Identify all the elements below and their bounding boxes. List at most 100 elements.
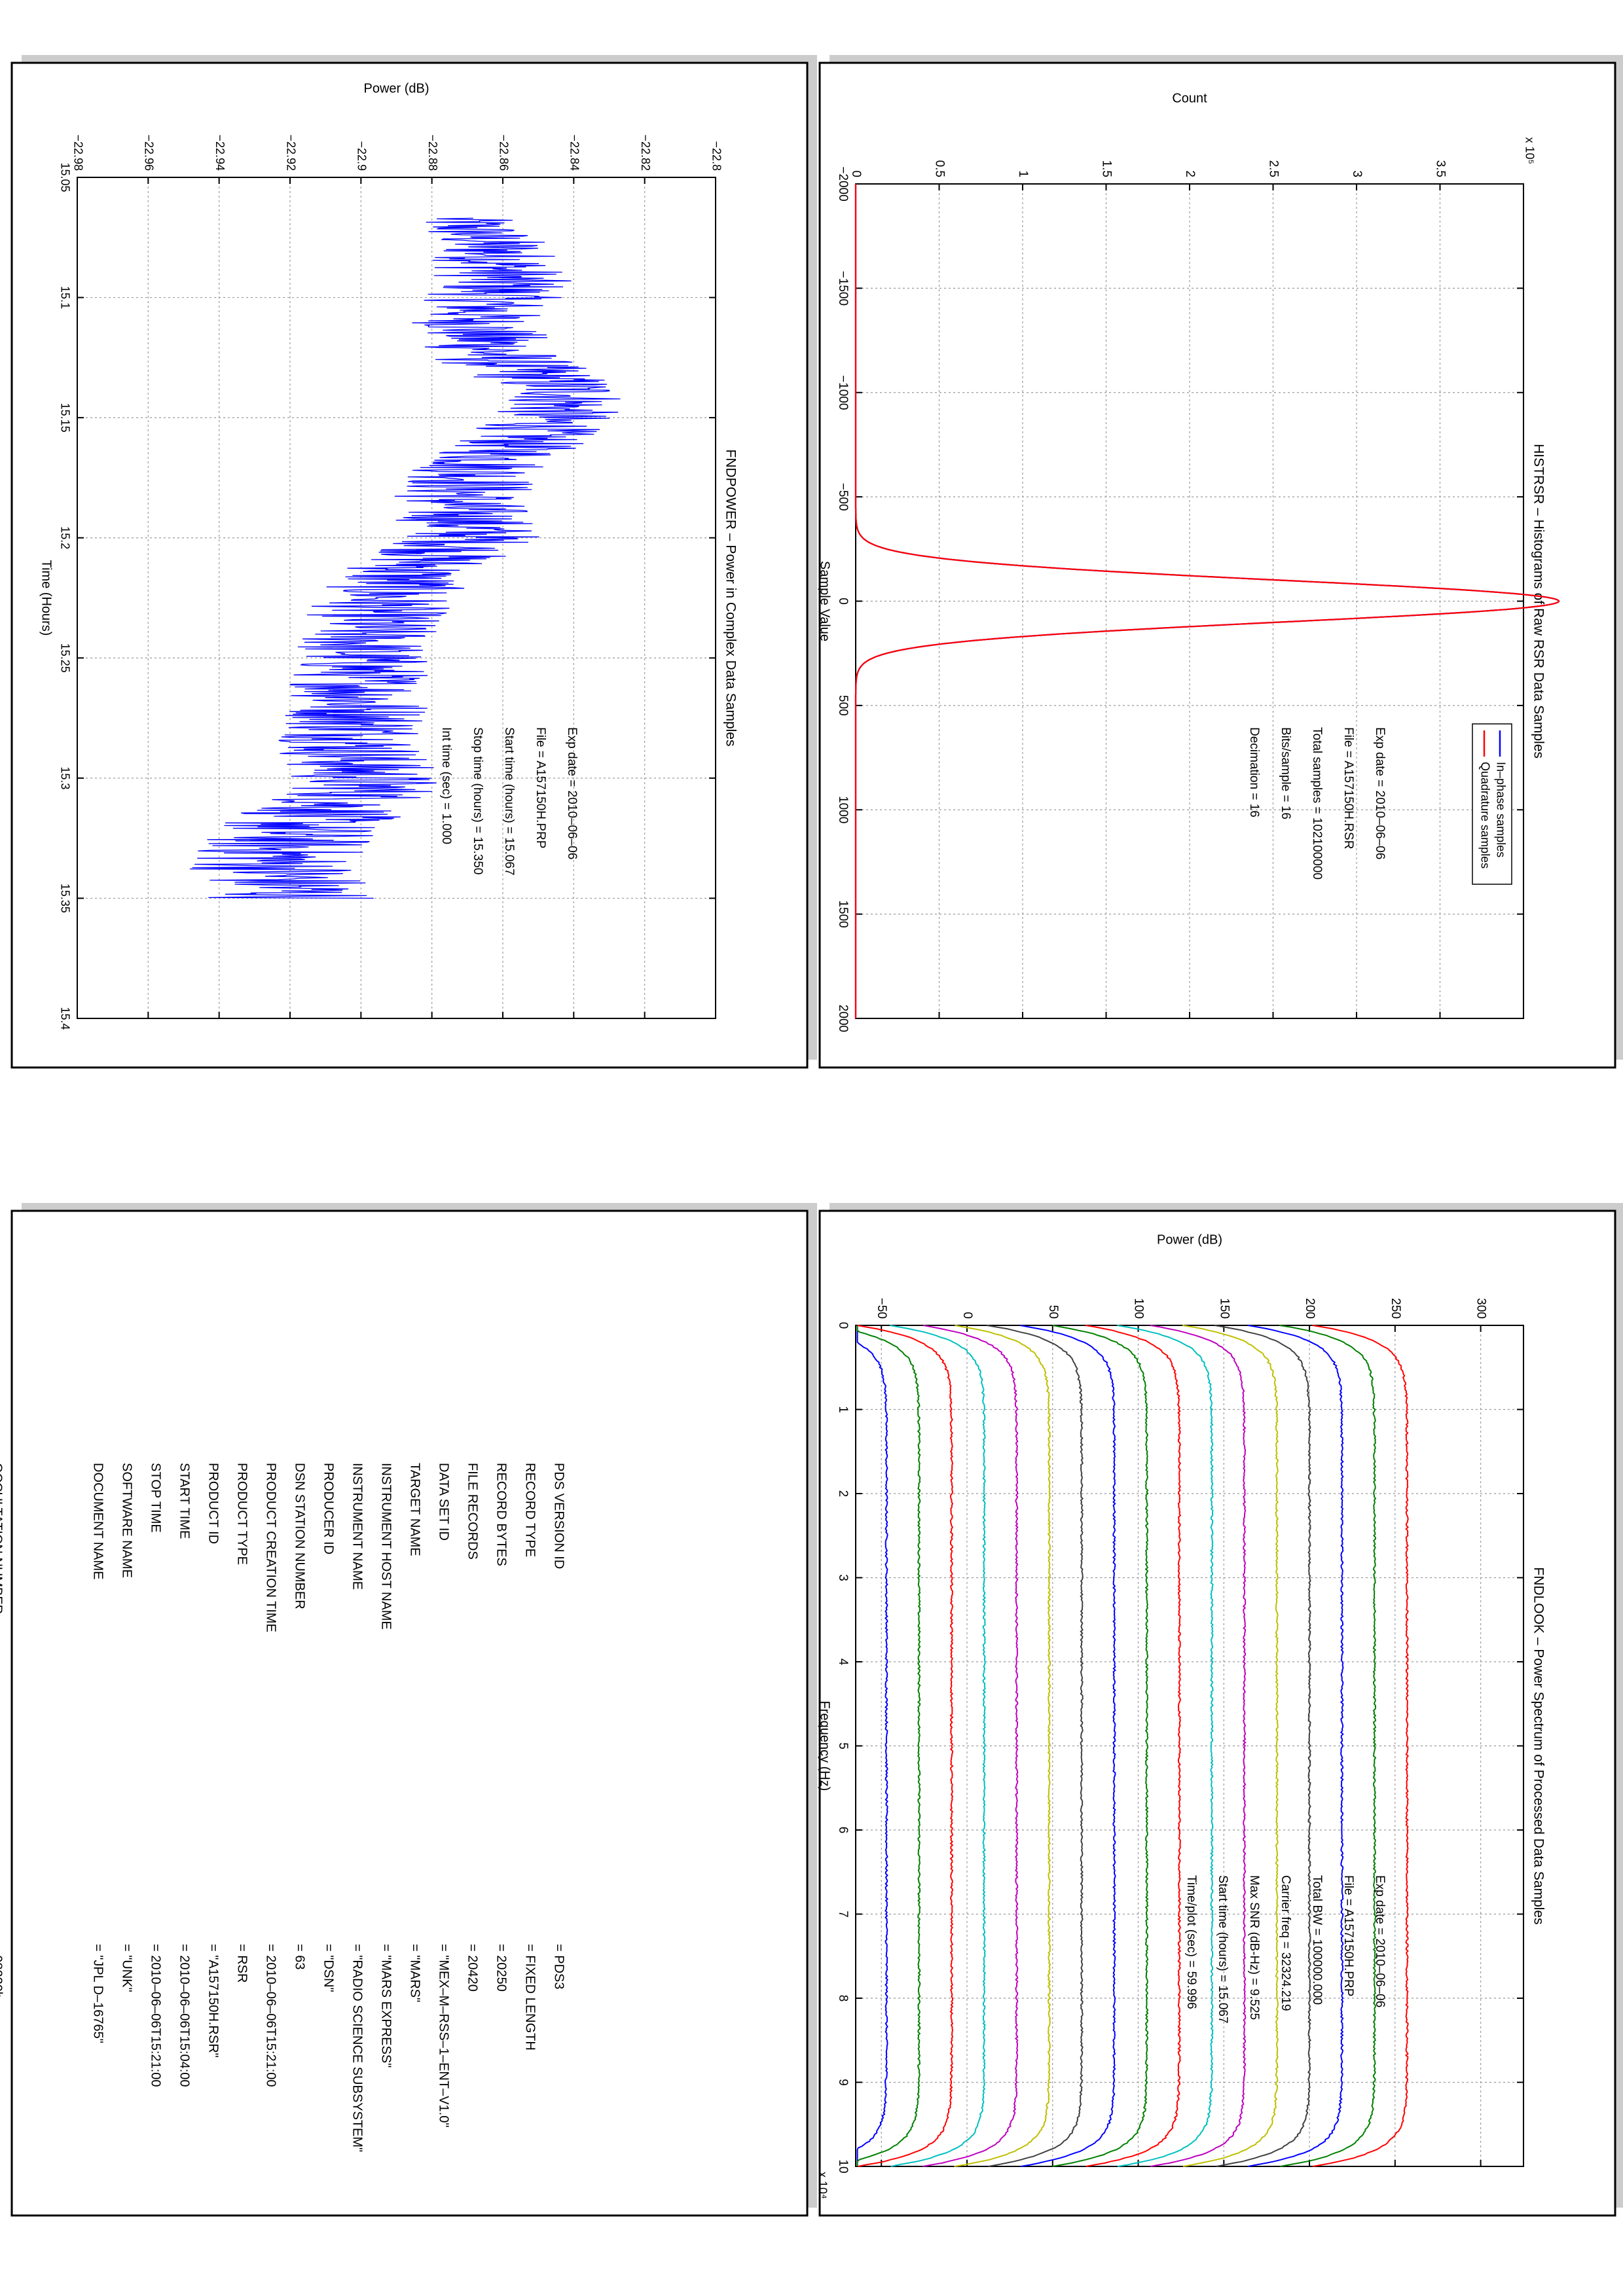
label-value: = 63: [293, 1944, 307, 1969]
label-value: = RSR: [235, 1944, 249, 1982]
label-key: FILE RECORDS: [465, 1463, 480, 1560]
histogram-x-axis-label: Sample Value: [818, 561, 832, 641]
label-key: OCCULTATION NUMBER: [0, 1463, 5, 1614]
power-y-tick-label: −22.88: [426, 134, 439, 171]
histogram-title: HISTRSR – Histograms of Raw RSR Data Sam…: [1531, 444, 1546, 759]
histogram-series-quadrature: [854, 184, 1560, 1018]
label-key: DATA SET ID: [437, 1463, 451, 1541]
spectrum-series-1: [856, 1325, 889, 2166]
spectrum-series-17: [1312, 1325, 1410, 2167]
histogram-y-tick-label: 2.5: [1266, 160, 1280, 177]
spectrum-info-line: Total BW = 100000.000: [1310, 1875, 1324, 2005]
label-key: INSTRUMENT HOST NAME: [379, 1463, 393, 1630]
label-value: = FIXED LENGTH: [523, 1944, 538, 2051]
label-key: PRODUCER ID: [321, 1463, 336, 1554]
spectrum-x-tick-label: 10: [836, 2159, 850, 2173]
label-value: = 2010–06–06T15:21:00: [264, 1944, 278, 2087]
power-title: FNDPOWER – Power in Complex Data Samples: [723, 450, 738, 747]
spectrum-series-11: [1117, 1325, 1214, 2167]
spectrum-y-tick-label: −50: [875, 1298, 888, 1319]
spectrum-info-line: Time/plot (sec) = 59.996: [1184, 1875, 1198, 2009]
spectrum-x-tick-label: 1: [836, 1406, 850, 1413]
power-x-tick-label: 15.25: [58, 643, 71, 673]
histogram-x-tick-label: 2000: [836, 1005, 850, 1032]
spectrum-series-13: [1182, 1325, 1279, 2167]
spectrum-info-line: Max SNR (dB-Hz) = 9.525: [1247, 1875, 1261, 2020]
label-value: = "RADIO SCIENCE SUBSYSTEM": [350, 1944, 365, 2152]
spectrum-x-tick-label: 0: [836, 1322, 850, 1329]
label-value: = 2010–06–06T15:21:00: [149, 1944, 163, 2087]
spectrum-y-tick-label: 200: [1303, 1298, 1317, 1319]
histogram-info-line: Decimation = 16: [1247, 727, 1261, 817]
spectrum-series-4: [890, 1325, 987, 2167]
label-value: = PDS3: [552, 1944, 566, 1989]
power-info-line: Start time (hours) = 15.067: [502, 727, 516, 876]
histogram-x-tick-label: −500: [836, 483, 850, 511]
label-key: DOCUMENT NAME: [91, 1463, 105, 1580]
spectrum-x-tick-label: 6: [836, 1827, 850, 1834]
label-value: = "DSN": [321, 1944, 336, 1992]
label-value: = "MARS": [408, 1944, 422, 2002]
spectrum-info-line: Carrier freq = 32324.219: [1279, 1875, 1292, 2011]
power-x-tick-label: 15.05: [58, 162, 71, 192]
power-y-tick-label: −22.96: [143, 134, 156, 171]
spectrum-series-12: [1150, 1325, 1247, 2167]
spectrum-x-tick-label: 2: [836, 1490, 850, 1498]
label-key: RECORD BYTES: [494, 1463, 509, 1566]
histogram-panel: −2000 −1500 −1000 −500 0 500 1000 1500 2000 0 0.5 1…: [818, 91, 1560, 1032]
spectrum-x-multiplier: x 10⁴: [816, 2172, 829, 2199]
histogram-x-tick-label: 1500: [836, 900, 850, 927]
label-value: = "A157150H.RSR": [206, 1944, 221, 2058]
label-key: TARGET NAME: [408, 1463, 422, 1556]
power-x-tick-label: 15.35: [58, 884, 71, 913]
label-key: PDS VERSION ID: [552, 1463, 566, 1569]
spectrum-y-tick-label: 300: [1474, 1298, 1488, 1319]
spectrum-title: FNDLOOK – Power Spectrum of Processed Da…: [1531, 1567, 1546, 1924]
power-x-tick-label: 15.15: [58, 403, 71, 433]
spectrum-y-tick-label: 150: [1217, 1298, 1231, 1319]
histogram-y-tick-label: 3.5: [1433, 160, 1447, 177]
power-y-tick-label: −22.98: [71, 134, 84, 171]
spectrum-series-10: [1085, 1325, 1182, 2167]
spectrum-y-tick-label: 100: [1132, 1298, 1146, 1319]
histogram-y-tick-label: 1.5: [1099, 160, 1113, 177]
label-key: START TIME: [177, 1463, 192, 1539]
histogram-y-axis-label: Count: [1172, 91, 1207, 105]
histogram-x-tick-label: 500: [836, 695, 850, 716]
power-info-line: Exp date = 2010–06–06: [565, 727, 579, 859]
label-key: INSTRUMENT NAME: [350, 1463, 365, 1590]
spectrum-series-2: [856, 1325, 921, 2166]
label-value: = 20420: [465, 1944, 480, 1992]
histogram-y-tick-label: 0.5: [932, 160, 946, 177]
histogram-x-tick-label: −2000: [836, 166, 850, 201]
spectrum-series-7: [986, 1325, 1084, 2167]
spectrum-series-8: [1020, 1325, 1116, 2167]
spectrum-series-3: [857, 1325, 954, 2167]
spectrum-axes-box: [855, 1325, 1524, 2167]
spectrum-x-tick-label: 4: [836, 1659, 850, 1666]
label-key: SOFTWARE NAME: [120, 1463, 134, 1578]
spectrum-series-5: [922, 1325, 1019, 2167]
histogram-y-tick-label: 2: [1183, 170, 1197, 177]
spectrum-info-line: Exp date = 2010–06–06: [1373, 1875, 1387, 2007]
power-y-tick-label: −22.94: [213, 134, 227, 171]
power-series: [189, 217, 621, 899]
histogram-x-tick-label: −1000: [836, 375, 850, 410]
label-key: PRODUCT ID: [206, 1463, 221, 1544]
histogram-x-tick-label: −1500: [836, 271, 850, 306]
spectrum-info-line: File = A157150H.PRP: [1341, 1875, 1355, 1996]
histogram-info-line: Exp date = 2010–06–06: [1373, 727, 1387, 859]
power-x-tick-label: 15.1: [58, 286, 71, 309]
histogram-legend-entry: Quadrature samples: [1478, 762, 1491, 869]
power-y-axis-label: Power (dB): [363, 81, 429, 96]
spectrum-y-tick-label: 0: [960, 1312, 974, 1319]
label-key: PRODUCT TYPE: [235, 1463, 249, 1565]
power-y-tick-label: −22.8: [710, 141, 723, 171]
spectrum-series-6: [954, 1325, 1051, 2167]
label-key: STOP TIME: [149, 1463, 163, 1533]
histogram-legend-entry: In–phase samples: [1494, 762, 1507, 857]
power-info-line: File = A157150H.PRP: [534, 727, 547, 848]
spectrum-x-tick-label: 3: [836, 1574, 850, 1581]
label-key: RECORD TYPE: [523, 1463, 538, 1557]
